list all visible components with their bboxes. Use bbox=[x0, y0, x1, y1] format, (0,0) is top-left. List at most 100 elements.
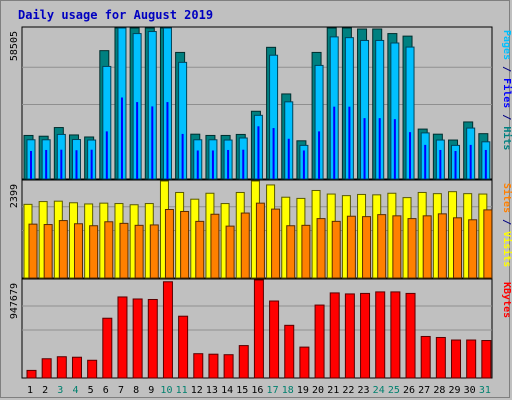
day-label-17: 17 bbox=[267, 385, 279, 396]
bar-sites-29 bbox=[453, 217, 463, 279]
bar-pages-26 bbox=[409, 132, 412, 179]
bar-sites-10 bbox=[164, 208, 174, 279]
bar-kbytes-13 bbox=[208, 353, 219, 379]
bar-kbytes-6 bbox=[102, 317, 113, 379]
bar-kbytes-10 bbox=[162, 281, 173, 379]
bar-pages-2 bbox=[45, 149, 48, 179]
bar-sites-8 bbox=[134, 224, 144, 279]
bar-sites-21 bbox=[331, 220, 341, 279]
day-label-6: 6 bbox=[103, 385, 109, 396]
bar-sites-31 bbox=[483, 209, 493, 279]
bar-kbytes-21 bbox=[329, 292, 340, 379]
panel-visits-max-label: 2399 bbox=[9, 184, 20, 208]
bar-pages-8 bbox=[136, 102, 139, 179]
bar-sites-28 bbox=[437, 213, 447, 279]
bar-pages-29 bbox=[454, 150, 457, 179]
day-label-27: 27 bbox=[418, 385, 430, 396]
bar-pages-16 bbox=[257, 126, 260, 179]
chart-title: Daily usage for August 2019 bbox=[18, 8, 214, 22]
day-label-8: 8 bbox=[133, 385, 139, 396]
bar-sites-15 bbox=[240, 212, 250, 279]
bar-kbytes-7 bbox=[117, 296, 128, 379]
bar-kbytes-19 bbox=[299, 346, 310, 379]
day-label-11: 11 bbox=[176, 385, 188, 396]
bar-sites-30 bbox=[468, 219, 478, 279]
day-label-14: 14 bbox=[221, 385, 233, 396]
bar-kbytes-9 bbox=[147, 298, 158, 379]
panel-hits-max-label: 58505 bbox=[9, 31, 20, 61]
bar-pages-17 bbox=[272, 128, 275, 179]
bar-kbytes-2 bbox=[41, 358, 52, 379]
bar-sites-16 bbox=[255, 202, 265, 279]
bar-sites-19 bbox=[301, 224, 311, 279]
day-label-19: 19 bbox=[297, 385, 309, 396]
day-label-25: 25 bbox=[388, 385, 400, 396]
bar-kbytes-5 bbox=[87, 359, 98, 379]
bar-pages-10 bbox=[166, 102, 169, 179]
bar-pages-7 bbox=[120, 97, 123, 179]
bar-sites-26 bbox=[407, 218, 417, 279]
day-label-16: 16 bbox=[251, 385, 263, 396]
bar-sites-24 bbox=[377, 214, 387, 279]
bar-kbytes-23 bbox=[360, 292, 371, 379]
day-label-15: 15 bbox=[236, 385, 248, 396]
day-label-10: 10 bbox=[160, 385, 172, 396]
panel-hits-axis-label-part: / bbox=[501, 60, 512, 78]
day-label-7: 7 bbox=[118, 385, 124, 396]
bar-pages-12 bbox=[196, 150, 199, 179]
bar-kbytes-8 bbox=[132, 298, 143, 379]
bar-kbytes-30 bbox=[466, 339, 477, 379]
bar-sites-25 bbox=[392, 215, 402, 279]
bar-pages-27 bbox=[424, 144, 427, 179]
bar-pages-31 bbox=[484, 149, 487, 179]
bar-pages-11 bbox=[181, 133, 184, 179]
bar-kbytes-20 bbox=[314, 304, 325, 379]
bar-pages-4 bbox=[75, 150, 78, 179]
day-label-2: 2 bbox=[42, 385, 48, 396]
bar-kbytes-12 bbox=[193, 353, 204, 379]
panel-visits-axis-label-part: Sites bbox=[501, 183, 512, 213]
bar-sites-2 bbox=[43, 224, 53, 279]
bar-kbytes-24 bbox=[375, 291, 386, 379]
bar-sites-6 bbox=[104, 221, 114, 279]
panel-kbytes-axis-label: KBytes bbox=[501, 282, 512, 318]
panel-hits-axis-label-part: / bbox=[501, 108, 512, 126]
panel-kbytes-axis-label-part: KBytes bbox=[501, 282, 512, 318]
panel-hits-axis-label: Pages / Files / Hits bbox=[501, 30, 512, 150]
bar-kbytes-28 bbox=[435, 336, 446, 379]
bar-kbytes-1 bbox=[26, 369, 37, 379]
bar-pages-3 bbox=[60, 149, 63, 179]
panel-visits-axis-label-part: / bbox=[501, 213, 512, 231]
bar-sites-4 bbox=[73, 223, 83, 279]
panel-kbytes-max-label: 947679 bbox=[9, 283, 20, 319]
bar-kbytes-22 bbox=[344, 293, 355, 379]
bar-pages-20 bbox=[318, 131, 321, 179]
day-label-23: 23 bbox=[358, 385, 370, 396]
bar-kbytes-11 bbox=[178, 315, 189, 379]
bar-kbytes-3 bbox=[56, 356, 67, 379]
bar-kbytes-25 bbox=[390, 291, 401, 379]
bar-pages-6 bbox=[105, 131, 108, 179]
bar-sites-17 bbox=[271, 208, 281, 279]
bar-kbytes-31 bbox=[481, 340, 492, 379]
bar-pages-28 bbox=[439, 149, 442, 179]
panel-visits-axis-label-part: Visits bbox=[501, 231, 512, 267]
bar-sites-27 bbox=[422, 215, 432, 279]
day-label-30: 30 bbox=[464, 385, 476, 396]
day-label-31: 31 bbox=[479, 385, 491, 396]
bar-kbytes-29 bbox=[451, 339, 462, 379]
day-label-18: 18 bbox=[282, 385, 294, 396]
day-label-3: 3 bbox=[57, 385, 63, 396]
bar-kbytes-16 bbox=[253, 279, 264, 379]
day-label-28: 28 bbox=[433, 385, 445, 396]
bar-sites-23 bbox=[362, 216, 372, 279]
day-label-5: 5 bbox=[88, 385, 94, 396]
bar-kbytes-27 bbox=[420, 335, 431, 379]
bar-pages-21 bbox=[333, 106, 336, 179]
bar-pages-24 bbox=[378, 118, 381, 179]
bar-pages-22 bbox=[348, 106, 351, 179]
bar-pages-19 bbox=[302, 150, 305, 179]
day-label-13: 13 bbox=[206, 385, 218, 396]
